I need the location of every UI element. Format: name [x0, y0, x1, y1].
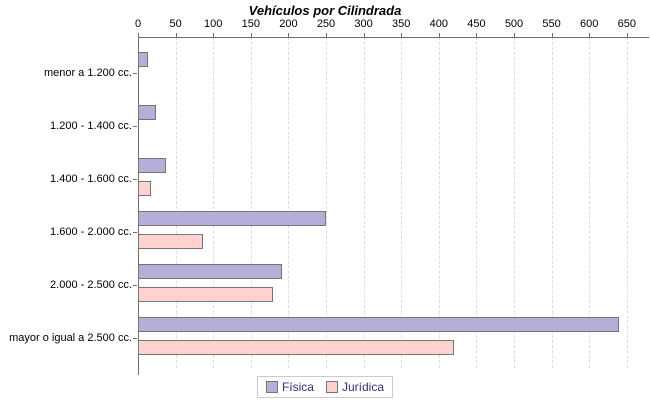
x-tick-mark: [363, 33, 365, 37]
x-gridline: [626, 37, 628, 368]
x-gridline: [250, 37, 252, 368]
chart-title: Vehículos por Cilindrada: [248, 3, 402, 18]
bar-juridica-5: [138, 287, 273, 302]
x-gridline: [175, 37, 177, 368]
y-tick-mark: [133, 179, 137, 180]
x-gridline: [401, 37, 403, 368]
bar-fisica-1: [138, 52, 148, 67]
x-gridline: [476, 37, 478, 368]
x-tick-mark: [401, 33, 403, 37]
x-axis-tick-label: 200: [279, 18, 298, 30]
y-tick-mark: [133, 285, 137, 286]
x-axis-tick-label: 150: [241, 18, 260, 30]
x-gridline: [589, 37, 591, 368]
x-tick-mark: [138, 33, 139, 37]
x-axis-tick-label: 300: [354, 18, 373, 30]
legend-label: Física: [281, 380, 314, 394]
legend-swatch-icon: [325, 381, 338, 393]
x-tick-mark: [213, 33, 215, 37]
x-axis-tick-label: 0: [134, 18, 142, 30]
x-axis-tick-label: 250: [316, 18, 336, 30]
x-axis-tick-label: 650: [617, 18, 636, 30]
x-gridline: [326, 37, 327, 368]
y-axis-category-label: menor a 1.200 cc.: [43, 67, 132, 79]
legend-item-juridica: Jurídica: [325, 380, 385, 394]
x-axis-tick-label: 400: [429, 18, 448, 30]
y-axis-category-label: 1.600 - 2.000 cc.: [50, 226, 132, 238]
y-tick-mark: [133, 338, 137, 339]
y-axis-category-label: 1.200 - 1.400 cc.: [50, 120, 132, 132]
bar-fisica-5: [138, 264, 283, 279]
legend-label: Jurídica: [341, 380, 385, 394]
y-tick-mark: [133, 73, 137, 74]
x-gridline: [288, 37, 290, 368]
x-gridline: [213, 37, 215, 368]
legend-item-fisica: Física: [265, 380, 314, 394]
x-tick-mark: [288, 33, 290, 37]
legend-swatch-icon: [265, 381, 278, 393]
x-axis-tick-label: 500: [504, 18, 524, 30]
x-tick-mark: [589, 33, 591, 37]
x-axis-tick-label: 550: [542, 18, 561, 30]
bar-juridica-4: [138, 234, 203, 249]
legend: Física Jurídica: [256, 376, 394, 398]
x-gridline: [514, 37, 515, 368]
x-axis-tick-label: 50: [169, 18, 182, 30]
x-axis-tick-label: 450: [467, 18, 486, 30]
bar-juridica-3: [138, 181, 151, 196]
x-tick-mark: [326, 33, 327, 37]
bar-fisica-4: [138, 211, 326, 226]
y-axis-category-label: mayor o igual a 2.500 cc.: [9, 332, 132, 344]
x-axis-tick-label: 600: [580, 18, 599, 30]
x-tick-mark: [626, 33, 628, 37]
bar-fisica-2: [138, 105, 157, 120]
bar-fisica-3: [138, 158, 166, 173]
x-tick-mark: [175, 33, 177, 37]
x-axis-tick-label: 100: [204, 18, 223, 30]
bar-fisica-6: [138, 317, 620, 332]
y-axis-category-label: 2.000 - 2.500 cc.: [50, 279, 132, 291]
x-gridline: [438, 37, 440, 368]
x-tick-mark: [551, 33, 553, 37]
x-axis-tick-label: 350: [392, 18, 411, 30]
x-tick-mark: [250, 33, 252, 37]
y-tick-mark: [133, 232, 137, 233]
x-gridline: [363, 37, 365, 368]
x-axis-line: [138, 37, 649, 38]
y-axis-line: [138, 37, 139, 375]
x-gridline: [551, 37, 553, 368]
x-tick-mark: [514, 33, 515, 37]
x-tick-mark: [476, 33, 478, 37]
bar-juridica-6: [138, 340, 454, 355]
y-axis-category-label: 1.400 - 1.600 cc.: [50, 173, 132, 185]
x-tick-mark: [438, 33, 440, 37]
y-tick-mark: [133, 126, 137, 127]
